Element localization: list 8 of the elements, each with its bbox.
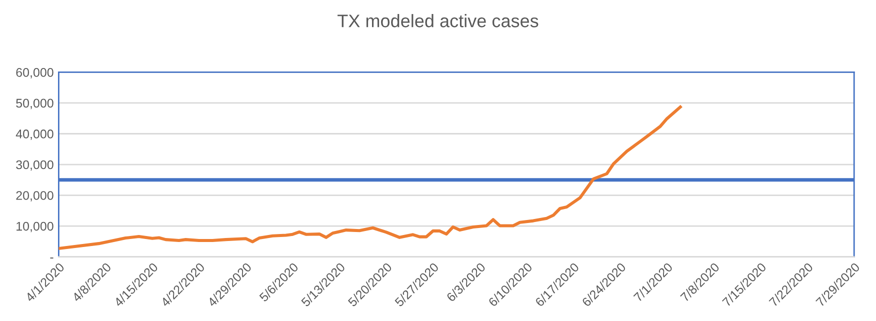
line-series	[58, 105, 682, 250]
y-tick-label: 30,000	[16, 160, 54, 171]
y-tick-label: 20,000	[16, 191, 54, 202]
y-tick-label: 60,000	[16, 68, 54, 78]
y-tick-label: 40,000	[16, 130, 54, 140]
y-tick-label: 10,000	[16, 222, 54, 232]
chart-title: TX modeled active cases	[338, 14, 538, 28]
y-tick-label: 50,000	[16, 98, 54, 110]
